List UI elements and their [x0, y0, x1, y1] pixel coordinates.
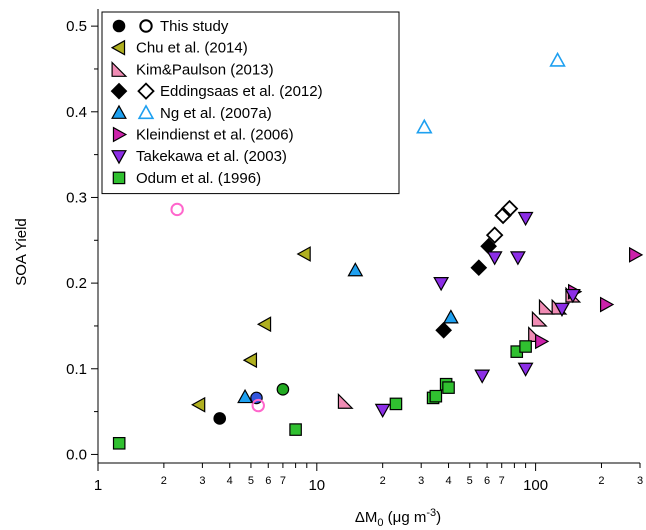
legend-label: Kleindienst et al. (2006)	[136, 127, 294, 144]
data-point	[442, 381, 455, 394]
data-point	[237, 388, 253, 404]
data-point	[517, 211, 534, 227]
x-minor-tick-label: 2	[598, 475, 604, 487]
legend-marker	[112, 19, 126, 33]
x-minor-tick-label: 5	[467, 475, 473, 487]
x-tick-label: 1	[94, 477, 102, 494]
x-minor-tick-label: 2	[380, 475, 386, 487]
data-point	[474, 369, 491, 384]
data-point	[519, 340, 532, 353]
legend-marker	[111, 150, 127, 165]
legend-marker	[111, 104, 127, 119]
legend-marker	[112, 171, 126, 185]
data-point	[599, 296, 615, 313]
data-point	[442, 309, 459, 324]
data-points	[112, 51, 644, 450]
data-point	[242, 352, 258, 369]
data-point	[389, 397, 403, 411]
y-tick-label: 0.3	[66, 189, 87, 206]
data-point	[374, 403, 391, 419]
data-point	[433, 276, 450, 292]
x-minor-tick-label: 6	[265, 475, 271, 487]
y-tick-label: 0.0	[66, 446, 87, 463]
y-tick-label: 0.1	[66, 361, 87, 378]
data-point-open	[251, 398, 265, 413]
data-point-open	[549, 51, 566, 67]
legend-box	[101, 11, 400, 195]
x-minor-tick-label: 3	[637, 475, 643, 487]
data-point	[509, 251, 526, 266]
data-point-open	[416, 118, 433, 134]
x-minor-tick-label: 4	[227, 475, 233, 487]
x-tick-label: 10	[308, 477, 325, 494]
data-point	[470, 259, 488, 277]
data-point	[347, 262, 364, 277]
data-point	[538, 298, 555, 315]
x-minor-tick-label: 3	[418, 475, 424, 487]
data-point	[289, 423, 302, 436]
y-tick-label: 0.2	[66, 275, 87, 292]
data-point	[429, 389, 443, 403]
y-axis: 0.0 0.1 0.2 0.3 0.4 0.5	[66, 18, 98, 463]
legend-marker-open	[137, 104, 155, 120]
data-point	[191, 396, 206, 413]
data-point-open	[500, 199, 519, 218]
data-point-open	[485, 226, 504, 244]
plot-frame	[97, 9, 640, 464]
x-axis-label-units: (μg m	[384, 509, 427, 526]
data-point	[112, 436, 126, 450]
data-point	[629, 246, 644, 263]
data-point	[517, 362, 534, 377]
x-axis-label-close: )	[436, 509, 441, 526]
x-axis-label-main: ΔM	[355, 509, 378, 526]
data-point	[554, 302, 570, 317]
data-point	[564, 288, 581, 304]
x-minor-tick-label: 4	[445, 475, 451, 487]
legend-marker	[110, 39, 126, 56]
legend-marker-open	[139, 19, 153, 33]
x-minor-tick-label: 7	[280, 475, 286, 487]
x-minor-tick-label: 7	[499, 475, 505, 487]
data-point-open	[170, 202, 184, 217]
x-axis-label-sub: 0	[377, 517, 383, 529]
legend-marker	[110, 82, 128, 100]
data-point	[296, 246, 311, 262]
legend-label: Kim&Paulson (2013)	[136, 61, 274, 78]
legend-label: Odum et al. (1996)	[136, 170, 261, 187]
legend-label: Chu et al. (2014)	[136, 40, 248, 57]
legend: This study Chu et al. (2014) Kim&Paulson (…	[101, 11, 400, 195]
x-tick-label: 100	[523, 477, 548, 494]
y-tick-label: 0.5	[66, 18, 87, 35]
data-point	[535, 333, 550, 350]
data-point	[276, 383, 290, 396]
data-point	[337, 392, 354, 409]
legend-label: This study	[160, 18, 229, 35]
data-point	[256, 316, 272, 333]
legend-label: Takekawa et al. (2003)	[136, 148, 287, 165]
x-minor-tick-label: 6	[484, 475, 490, 487]
legend-label: Eddingsaas et al. (2012)	[160, 83, 323, 100]
data-point	[486, 251, 503, 266]
legend-marker-open	[137, 82, 155, 100]
x-minor-tick-label: 2	[161, 475, 167, 487]
y-tick-label: 0.4	[66, 104, 87, 121]
legend-label: Ng et al. (2007a)	[160, 105, 272, 122]
data-point	[213, 412, 227, 425]
data-point	[435, 321, 453, 339]
x-axis-label-sup: -3	[426, 507, 436, 519]
data-point	[531, 310, 548, 327]
legend-marker	[112, 126, 128, 143]
x-minor-tick-label: 3	[199, 475, 205, 487]
x-axis-label: ΔM0 (μg m-3)	[355, 507, 441, 529]
legend-marker	[111, 61, 128, 77]
y-axis-label: SOA Yield	[13, 218, 30, 286]
x-minor-tick-label: 5	[248, 475, 254, 487]
data-point	[250, 391, 263, 405]
data-point-open	[494, 206, 512, 225]
